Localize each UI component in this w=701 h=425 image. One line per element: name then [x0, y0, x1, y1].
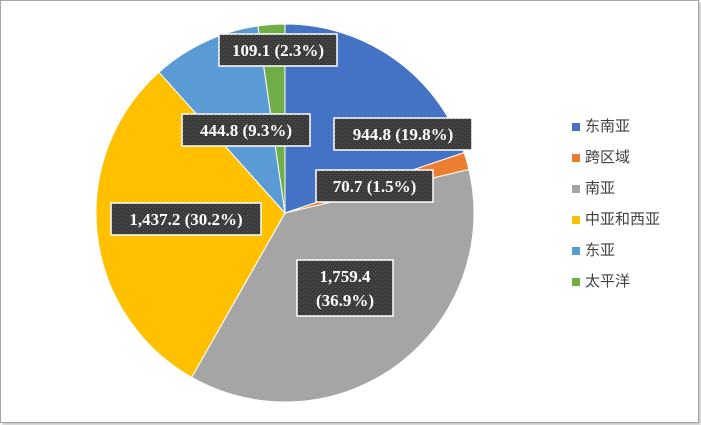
legend-item-0: 东南亚: [572, 117, 630, 135]
data-label-5: 109.1 (2.3%): [218, 33, 338, 67]
legend-swatch: [572, 185, 580, 193]
data-label-box: [110, 202, 262, 236]
legend-label: 南亚: [585, 179, 615, 197]
legend-label: 东亚: [585, 241, 615, 259]
data-label-text: 109.1 (2.3%): [232, 41, 324, 60]
legend-item-4: 东亚: [572, 241, 615, 259]
data-label-3: 1,437.2 (30.2%): [110, 202, 262, 236]
data-label-text: (36.9%): [316, 291, 374, 310]
data-label-text: 944.8 (19.8%): [353, 125, 454, 144]
data-label-box: [296, 259, 394, 317]
legend-item-3: 中亚和西亚: [572, 210, 660, 228]
data-labels: 944.8 (19.8%)70.7 (1.5%)1,759.4(36.9%)1,…: [110, 33, 473, 317]
data-label-box: [315, 169, 434, 203]
legend-item-5: 太平洋: [572, 272, 630, 290]
data-label-box: [218, 33, 338, 67]
data-label-0: 944.8 (19.8%): [333, 117, 473, 151]
legend-item-2: 南亚: [572, 179, 615, 197]
data-label-2: 1,759.4 (36.9%): [296, 259, 394, 317]
data-label-1: 70.7 (1.5%): [315, 169, 434, 203]
legend-item-1: 跨区域: [572, 148, 630, 166]
data-label-box: [333, 117, 473, 151]
data-label-text: 70.7 (1.5%): [333, 177, 417, 196]
legend-swatch: [572, 123, 580, 131]
data-label-text: 444.8 (9.3%): [200, 121, 292, 140]
legend-label: 东南亚: [585, 117, 630, 135]
data-label-text: 1,437.2 (30.2%): [129, 210, 242, 229]
data-label-box: [181, 113, 311, 147]
legend-label: 中亚和西亚: [585, 210, 660, 228]
legend-swatch: [572, 216, 580, 224]
legend-swatch: [572, 278, 580, 286]
legend-label: 跨区域: [585, 148, 630, 166]
legend-label: 太平洋: [585, 272, 630, 290]
legend-swatch: [572, 154, 580, 162]
legend-swatch: [572, 247, 580, 255]
data-label-text: 1,759.4: [320, 267, 372, 286]
data-label-4: 444.8 (9.3%): [181, 113, 311, 147]
